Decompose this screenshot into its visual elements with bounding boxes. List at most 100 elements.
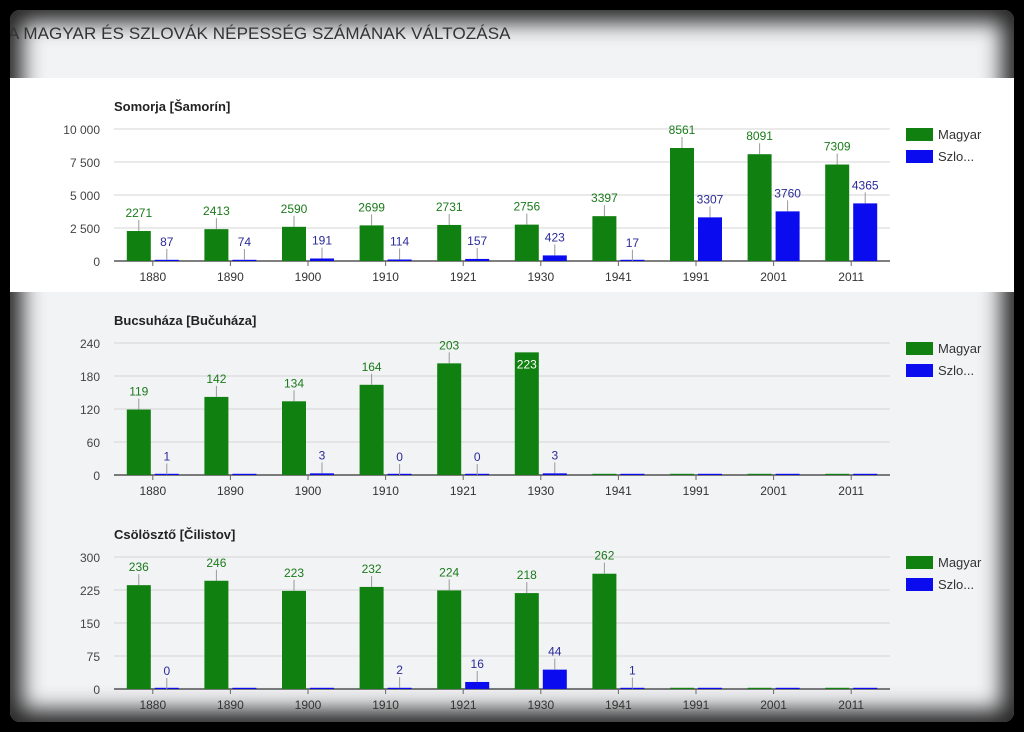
magyar-data-label: 3397 (591, 191, 618, 205)
y-tick-label: 0 (93, 255, 100, 269)
szlovak-bar (232, 259, 257, 261)
szlovak-bar (775, 211, 800, 261)
y-tick-label: 0 (93, 683, 100, 697)
magyar-bar (204, 229, 229, 261)
magyar-data-label: 224 (439, 565, 459, 579)
y-tick-label: 60 (87, 436, 101, 450)
magyar-data-label: 232 (362, 562, 382, 576)
y-tick-label: 150 (80, 617, 100, 631)
szlovak-bar (775, 473, 800, 475)
magyar-data-label: 2756 (513, 200, 540, 214)
szlovak-data-label: 191 (312, 233, 332, 247)
magyar-bar (592, 216, 617, 261)
x-tick-label: 1991 (683, 484, 710, 498)
magyar-bar (282, 226, 306, 261)
magyar-data-label: 223 (517, 357, 537, 371)
magyar-bar (359, 225, 384, 261)
x-tick-label: 1930 (527, 698, 554, 712)
x-tick-label: 1930 (527, 270, 554, 284)
magyar-bar (359, 384, 384, 475)
szlovak-data-label: 1 (163, 449, 170, 463)
szlovak-bar (775, 687, 800, 689)
x-tick-label: 1890 (217, 484, 244, 498)
x-tick-label: 2001 (760, 484, 787, 498)
szlovak-data-label: 2 (396, 663, 403, 677)
x-tick-label: 1880 (139, 698, 166, 712)
szlovak-data-label: 3 (551, 448, 558, 462)
y-tick-label: 0 (93, 469, 100, 483)
x-tick-label: 1900 (295, 270, 322, 284)
y-tick-label: 75 (87, 650, 101, 664)
szlovak-bar (232, 687, 257, 689)
x-tick-label: 1910 (372, 270, 399, 284)
chart-panel-bucsuhaza: Bucsuháza [Bučuháza] 0 60 120 180 240 1880 1890… (10, 292, 1014, 506)
szlovak-bar (465, 258, 490, 261)
magyar-data-label: 236 (129, 560, 149, 574)
szlovak-data-label: 114 (390, 234, 409, 248)
legend-label-szlovak: Szlo... (938, 577, 974, 592)
magyar-bar (747, 154, 772, 261)
magyar-data-label: 2699 (358, 200, 385, 214)
szlovak-bar (465, 681, 490, 689)
magyar-data-label: 134 (284, 376, 304, 390)
magyar-data-label: 142 (206, 372, 226, 386)
y-tick-label: 10 000 (63, 123, 100, 137)
x-tick-label: 2011 (838, 270, 864, 284)
x-tick-label: 2001 (760, 698, 787, 712)
legend-swatch-szlovak (906, 364, 933, 377)
x-tick-label: 1900 (295, 484, 322, 498)
y-tick-label: 180 (80, 370, 100, 384)
szlovak-bar (698, 217, 722, 261)
y-tick-label: 225 (80, 584, 100, 598)
magyar-bar (437, 590, 462, 689)
legend-swatch-magyar (906, 342, 933, 355)
szlovak-data-label: 17 (626, 236, 640, 250)
magyar-bar (592, 573, 617, 689)
chart-frame: A MAGYAR ÉS SZLOVÁK NÉPESSÉG SZÁMÁNAK VÁ… (10, 10, 1014, 722)
magyar-bar (126, 585, 151, 689)
chart-panel-somorja: Somorja [Šamorín] 0 2 500 5 000 7 500 10 000 1… (10, 78, 1014, 292)
szlovak-data-label: 423 (545, 230, 565, 244)
legend-label-szlovak: Szlo... (938, 363, 974, 378)
legend-label-magyar: Magyar (938, 555, 982, 570)
x-tick-label: 1941 (605, 270, 632, 284)
legend-swatch-magyar (906, 556, 933, 569)
magyar-bar (747, 687, 772, 689)
x-tick-label: 1921 (450, 270, 477, 284)
magyar-bar (437, 363, 462, 475)
szlovak-data-label: 157 (467, 234, 487, 248)
szlovak-bar (853, 203, 878, 261)
szlovak-bar (698, 473, 722, 475)
y-tick-label: 300 (80, 551, 100, 565)
x-tick-label: 1941 (605, 484, 632, 498)
chart-svg: Somorja [Šamorín] 0 2 500 5 000 7 500 10 000 1… (63, 99, 982, 284)
magyar-data-label: 203 (439, 338, 459, 352)
szlovak-bar (310, 258, 334, 261)
chart-svg: Bucsuháza [Bučuháza] 0 60 120 180 240 1880 1890… (80, 313, 982, 498)
magyar-data-label: 218 (517, 568, 537, 582)
chart-panel-csolosztő: Csölösztő [Čilistov] 0 75 150 225 300 1880 1890… (10, 506, 1014, 720)
magyar-bar (825, 687, 850, 689)
szlovak-data-label: 44 (548, 645, 562, 659)
legend-swatch-szlovak (906, 578, 933, 591)
szlovak-bar (542, 473, 567, 475)
magyar-bar (204, 580, 229, 689)
x-tick-label: 1910 (372, 698, 399, 712)
x-tick-label: 2011 (838, 698, 864, 712)
chart-title: Somorja [Šamorín] (114, 99, 230, 114)
x-tick-label: 1880 (139, 270, 166, 284)
szlovak-bar (853, 473, 878, 475)
magyar-data-label: 8561 (669, 123, 696, 137)
szlovak-bar (698, 687, 722, 689)
magyar-bar (592, 473, 617, 475)
magyar-bar (514, 593, 539, 689)
magyar-data-label: 164 (362, 360, 382, 374)
szlovak-data-label: 0 (474, 450, 481, 464)
x-tick-label: 1890 (217, 698, 244, 712)
x-tick-label: 1930 (527, 484, 554, 498)
x-tick-label: 2011 (838, 484, 864, 498)
chart-title: Csölösztő [Čilistov] (114, 527, 235, 542)
magyar-bar (282, 590, 306, 689)
szlovak-bar (620, 473, 645, 475)
page-title: A MAGYAR ÉS SZLOVÁK NÉPESSÉG SZÁMÁNAK VÁ… (10, 24, 511, 43)
